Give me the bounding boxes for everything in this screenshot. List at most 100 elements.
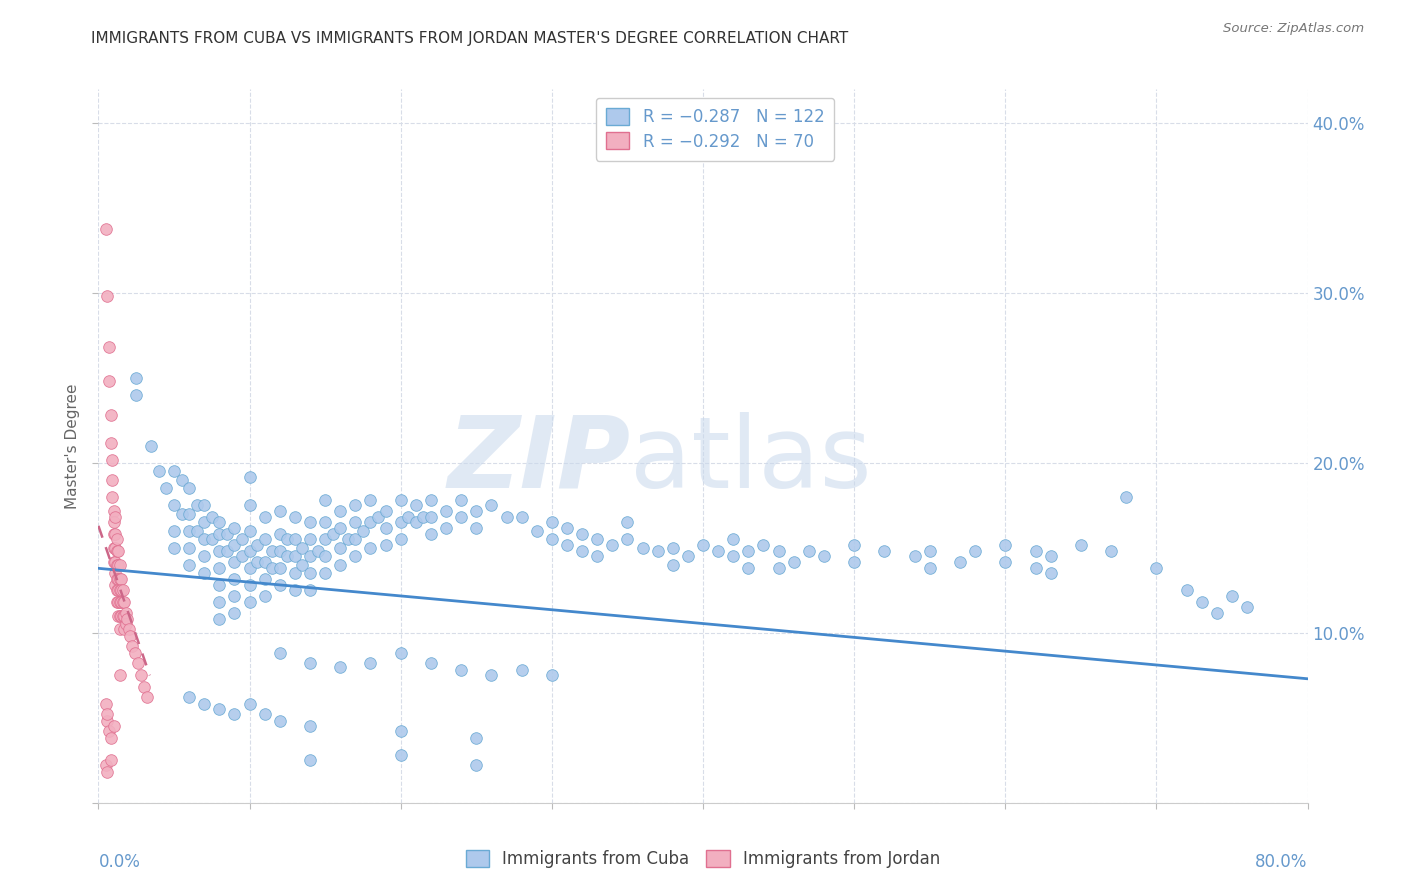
Point (108, 623, 131, 637)
Point (224, 589, 246, 603)
Point (269, 646, 291, 660)
Y-axis label: Master's Degree: Master's Degree (65, 384, 80, 508)
Point (314, 516, 336, 530)
Point (107, 608, 129, 623)
Point (262, 561, 284, 575)
Point (291, 558, 314, 572)
Point (405, 516, 427, 530)
Point (201, 533, 224, 547)
Legend: Immigrants from Cuba, Immigrants from Jordan: Immigrants from Cuba, Immigrants from Jo… (460, 843, 946, 875)
Point (127, 657, 149, 671)
Point (707, 544, 730, 558)
Point (420, 493, 443, 508)
Point (105, 595, 128, 609)
Point (299, 719, 322, 733)
Point (193, 533, 215, 547)
Point (737, 544, 759, 558)
Point (1039, 549, 1062, 564)
Text: 80.0%: 80.0% (1256, 853, 1308, 871)
Point (193, 566, 215, 581)
Point (299, 583, 322, 598)
Point (586, 549, 609, 564)
Point (918, 544, 941, 558)
Point (100, 435, 122, 450)
Point (737, 561, 759, 575)
Point (269, 578, 291, 592)
Point (465, 758, 488, 772)
Point (108, 608, 131, 623)
Point (108, 572, 131, 586)
Point (118, 623, 141, 637)
Point (114, 617, 136, 632)
Point (616, 533, 638, 547)
Point (661, 541, 683, 555)
Point (360, 657, 382, 671)
Point (284, 533, 307, 547)
Point (111, 595, 134, 609)
Point (179, 524, 201, 538)
Point (299, 657, 322, 671)
Point (170, 507, 193, 521)
Point (193, 516, 215, 530)
Point (510, 663, 533, 677)
Point (114, 606, 136, 620)
Point (148, 465, 170, 479)
Point (389, 533, 412, 547)
Point (1024, 544, 1046, 558)
Point (344, 549, 367, 564)
Point (96, 289, 118, 303)
Point (239, 578, 262, 592)
Point (420, 510, 443, 524)
Point (434, 520, 457, 534)
Point (208, 561, 231, 575)
Point (344, 499, 367, 513)
Point (586, 533, 609, 547)
Point (179, 690, 201, 705)
Point (555, 520, 578, 534)
Point (1144, 561, 1167, 575)
Point (314, 493, 336, 508)
Point (389, 748, 412, 763)
Point (526, 524, 548, 538)
Point (269, 561, 291, 575)
Text: ZIP: ZIP (447, 412, 630, 508)
Point (631, 541, 654, 555)
Point (571, 544, 593, 558)
Point (360, 541, 382, 555)
Point (844, 555, 866, 569)
Text: IMMIGRANTS FROM CUBA VS IMMIGRANTS FROM JORDAN MASTER'S DEGREE CORRELATION CHART: IMMIGRANTS FROM CUBA VS IMMIGRANTS FROM … (91, 31, 849, 46)
Point (105, 533, 128, 547)
Point (389, 493, 412, 508)
Point (481, 499, 503, 513)
Point (314, 533, 336, 547)
Point (208, 595, 231, 609)
Point (201, 510, 224, 524)
Point (96, 707, 118, 722)
Point (396, 510, 419, 524)
Point (208, 578, 231, 592)
Point (239, 524, 262, 538)
Point (1220, 589, 1243, 603)
Point (692, 537, 714, 551)
Point (465, 520, 488, 534)
Point (344, 533, 367, 547)
Point (103, 516, 125, 530)
Point (107, 572, 129, 586)
Point (239, 499, 262, 513)
Point (1039, 566, 1062, 581)
Point (108, 583, 131, 598)
Point (540, 533, 562, 547)
Point (299, 566, 322, 581)
Point (291, 541, 314, 555)
Point (208, 527, 231, 541)
Point (103, 719, 125, 733)
Point (98, 724, 121, 739)
Point (253, 589, 276, 603)
Point (602, 537, 624, 551)
Point (108, 668, 131, 682)
Point (510, 510, 533, 524)
Point (135, 690, 157, 705)
Point (262, 544, 284, 558)
Point (112, 595, 135, 609)
Point (129, 668, 152, 682)
